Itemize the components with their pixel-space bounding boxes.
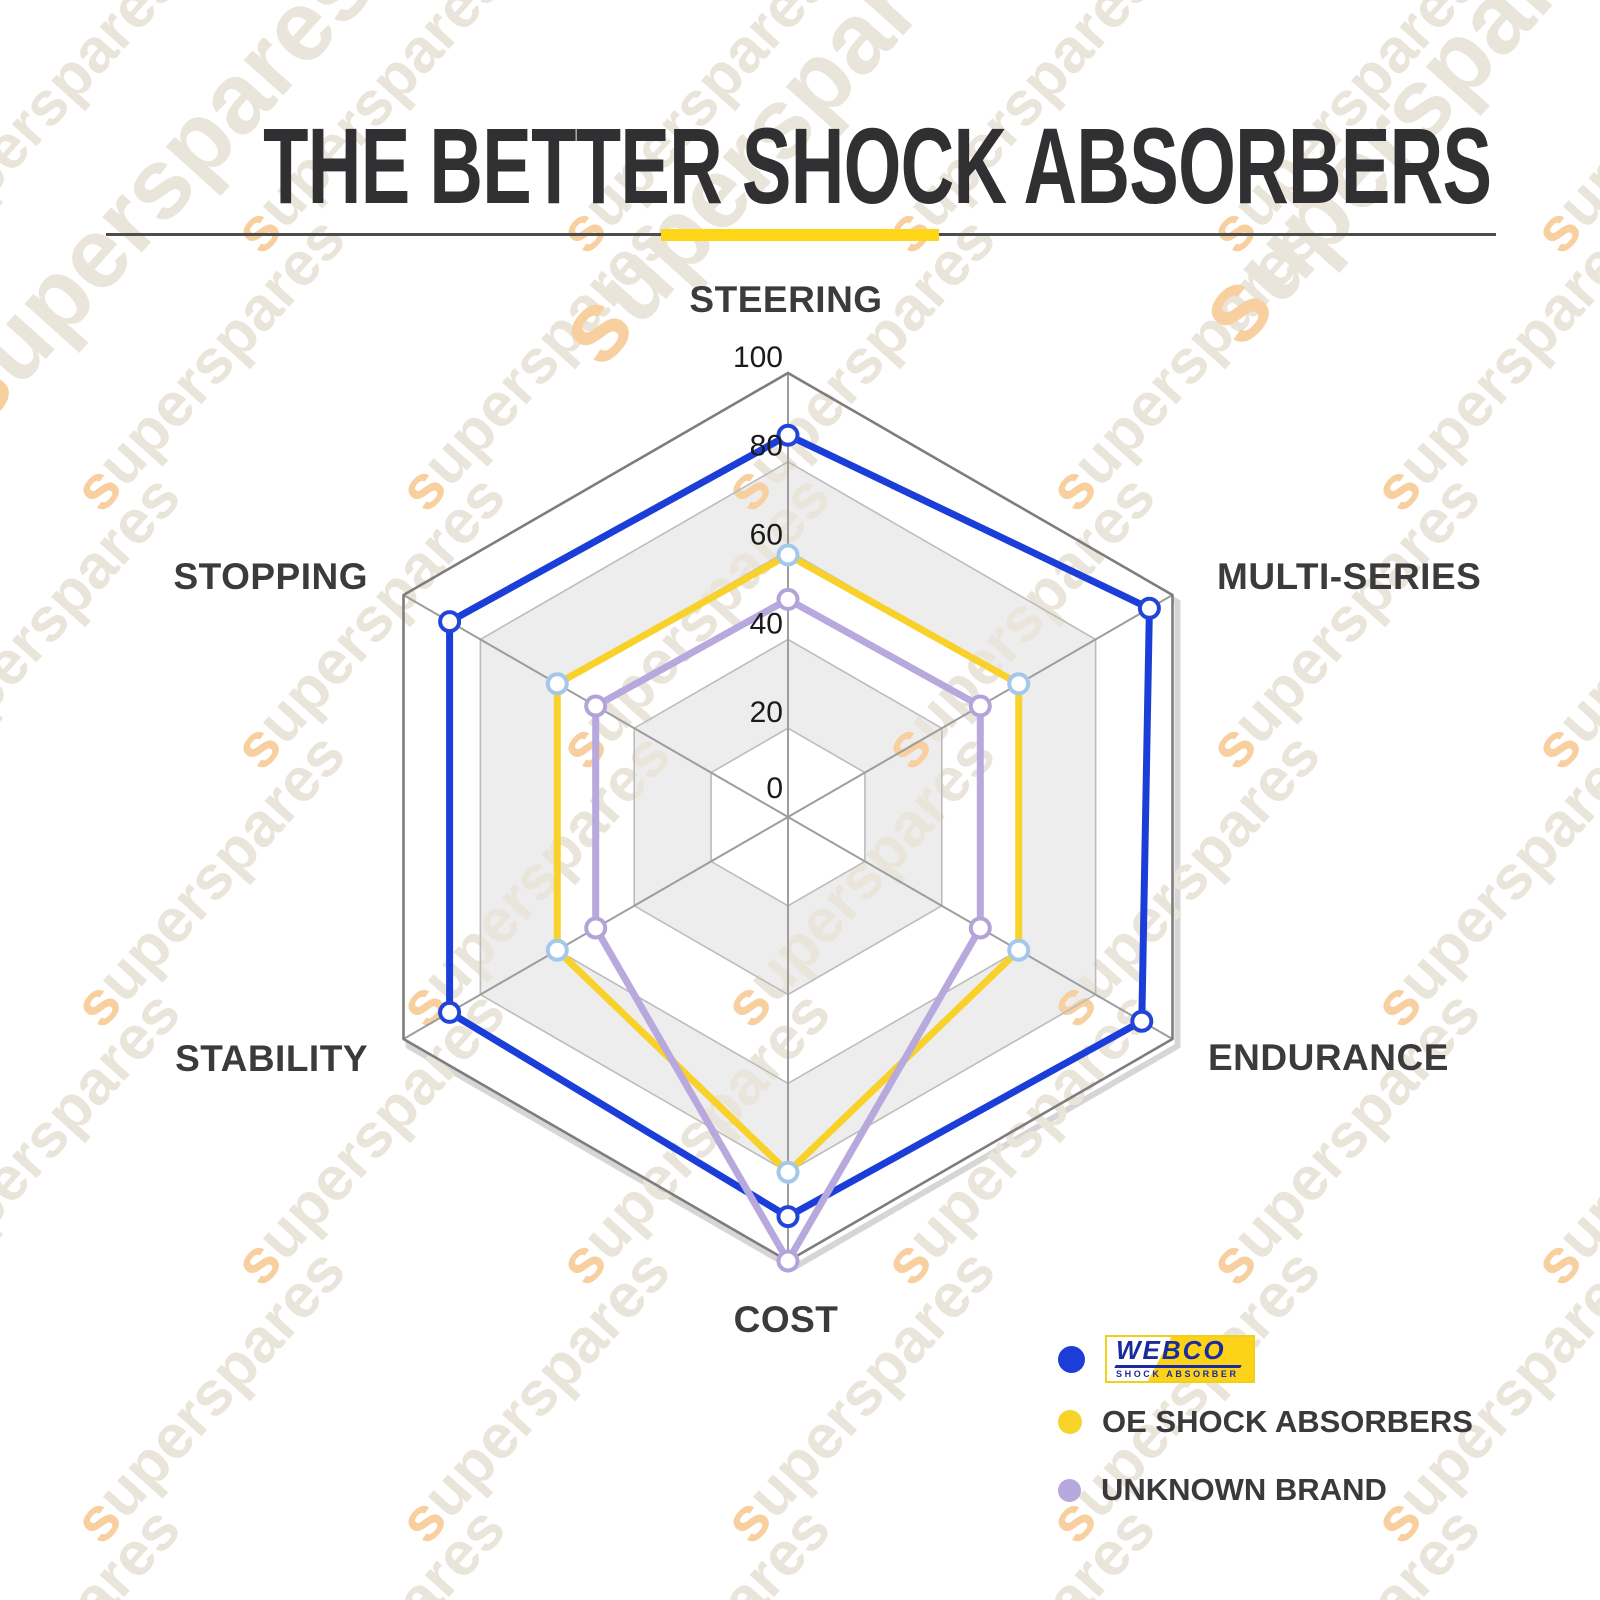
watermark-text: superspares <box>1196 1494 1494 1600</box>
legend-dot-unknown <box>1058 1478 1081 1502</box>
tick-label: 100 <box>733 341 783 374</box>
legend-dot-oe <box>1058 1410 1082 1434</box>
series-marker-0 <box>776 423 800 447</box>
series-marker-2 <box>584 694 608 718</box>
series-marker-0 <box>1137 596 1161 620</box>
series-marker-0 <box>1130 1009 1154 1033</box>
legend-row-oe: OE SHOCK ABSORBERS <box>1058 1404 1473 1440</box>
series-marker-1 <box>1007 672 1031 696</box>
series-marker-2 <box>968 694 992 718</box>
series-marker-1 <box>545 672 569 696</box>
watermark-text: superspares <box>61 1236 359 1556</box>
series-marker-1 <box>545 938 569 962</box>
tick-label: 80 <box>750 430 783 463</box>
axis-label-stability: STABILITY <box>175 1038 368 1079</box>
axis-label-multi-series: MULTI-SERIES <box>1217 556 1482 597</box>
watermark-text: superspares <box>871 1494 1169 1600</box>
series-marker-1 <box>776 543 800 567</box>
watermark-text: superspares <box>1521 462 1600 782</box>
watermark-text: superspares <box>1521 978 1600 1298</box>
axis-label-steering: STEERING <box>689 279 883 320</box>
webco-logo-subtext: SHOCK ABSORBER <box>1116 1369 1239 1379</box>
watermark-text: superspares <box>711 1236 1009 1556</box>
tick-label: 40 <box>750 607 783 640</box>
series-marker-1 <box>1007 938 1031 962</box>
watermark-text: superspares <box>221 1494 519 1600</box>
webco-logo-brand: WEBCO <box>1116 1335 1226 1365</box>
legend-dot-webco <box>1058 1345 1085 1373</box>
watermark-text: superspares <box>1036 1236 1334 1556</box>
legend-label-unknown: UNKNOWN BRAND <box>1101 1472 1387 1507</box>
series-marker-0 <box>438 1000 462 1024</box>
tick-label: 20 <box>750 696 783 729</box>
axis-label-stopping: STOPPING <box>173 556 368 597</box>
series-marker-0 <box>776 1205 800 1229</box>
watermark-text: superspares <box>1196 978 1494 1298</box>
watermark-text: superspares <box>1196 462 1494 782</box>
watermark-text: superspares <box>1361 204 1600 524</box>
series-marker-2 <box>776 587 800 611</box>
axis-label-cost: COST <box>733 1299 839 1340</box>
webco-logo-underline <box>1114 1365 1242 1368</box>
webco-logo: WEBCO SHOCK ABSORBER <box>1105 1335 1255 1383</box>
tick-label: 0 <box>766 772 783 805</box>
title-divider-accent <box>661 229 939 241</box>
series-marker-2 <box>584 916 608 940</box>
watermark-text: superspares <box>1361 720 1600 1040</box>
watermark-text: superspares <box>1521 1494 1600 1600</box>
legend-row-webco: WEBCO SHOCK ABSORBER <box>1058 1335 1255 1383</box>
legend-row-unknown: UNKNOWN BRAND <box>1058 1472 1387 1508</box>
tick-label: 60 <box>750 519 783 552</box>
watermark-text: superspares <box>1361 1236 1600 1556</box>
watermark-text: superspares <box>61 720 359 1040</box>
series-marker-0 <box>438 610 462 634</box>
series-marker-2 <box>968 916 992 940</box>
legend-label-oe: OE SHOCK ABSORBERS <box>1102 1404 1473 1439</box>
series-marker-2 <box>776 1249 800 1273</box>
watermark-text: superspares <box>546 1494 844 1600</box>
series-marker-1 <box>776 1160 800 1184</box>
axis-label-endurance: ENDURANCE <box>1208 1037 1449 1078</box>
watermark-text: superspares <box>386 1236 684 1556</box>
